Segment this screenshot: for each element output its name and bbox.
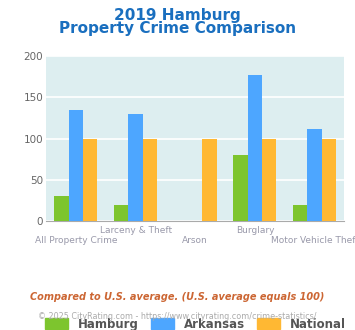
Bar (322, 139, 336, 221)
Text: Compared to U.S. average. (U.S. average equals 100): Compared to U.S. average. (U.S. average … (30, 292, 325, 302)
Text: All Property Crime: All Property Crime (35, 236, 117, 245)
Bar (129, 114, 143, 221)
Legend: Hamburg, Arkansas, National: Hamburg, Arkansas, National (40, 313, 350, 330)
Text: Arson: Arson (182, 236, 208, 245)
Text: Motor Vehicle Theft: Motor Vehicle Theft (271, 236, 355, 245)
Text: 2019 Hamburg: 2019 Hamburg (114, 8, 241, 23)
Bar (202, 139, 217, 221)
Bar (55, 196, 69, 221)
Bar (307, 129, 322, 221)
Bar (293, 205, 307, 221)
Bar (248, 75, 262, 221)
Bar (234, 155, 248, 221)
Bar (262, 139, 276, 221)
Text: Property Crime Comparison: Property Crime Comparison (59, 21, 296, 36)
Bar (143, 139, 157, 221)
Text: Larceny & Theft: Larceny & Theft (99, 226, 172, 235)
Bar (114, 205, 129, 221)
Bar (69, 110, 83, 221)
Text: Burglary: Burglary (236, 226, 274, 235)
Bar (83, 139, 97, 221)
Text: © 2025 CityRating.com - https://www.cityrating.com/crime-statistics/: © 2025 CityRating.com - https://www.city… (38, 312, 317, 321)
